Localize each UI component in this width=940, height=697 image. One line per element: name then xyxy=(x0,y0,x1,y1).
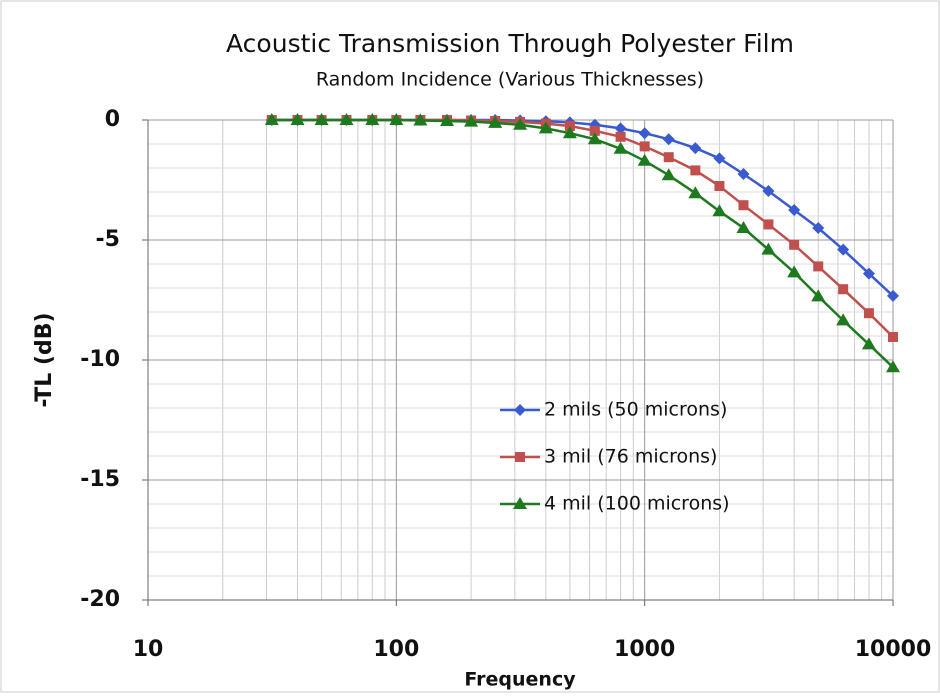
grid xyxy=(147,119,894,601)
marker xyxy=(314,113,329,125)
legend-marker xyxy=(513,497,527,509)
marker xyxy=(389,113,404,125)
marker xyxy=(761,242,776,255)
marker xyxy=(589,125,600,136)
marker xyxy=(736,221,751,233)
marker xyxy=(763,219,774,230)
marker xyxy=(513,117,528,130)
marker xyxy=(862,267,875,280)
marker xyxy=(538,121,553,134)
marker xyxy=(661,168,676,181)
marker xyxy=(639,141,650,152)
y-tick-label: -10 xyxy=(80,347,120,372)
marker xyxy=(614,122,627,135)
marker xyxy=(562,126,577,139)
y-axis-label: -TL (dB) xyxy=(32,312,57,407)
marker xyxy=(662,133,675,146)
x-axis-label: Frequency xyxy=(464,669,576,691)
marker xyxy=(714,181,725,191)
marker xyxy=(689,142,702,155)
marker xyxy=(837,243,850,256)
marker xyxy=(613,141,628,154)
marker xyxy=(440,113,455,126)
marker xyxy=(638,127,651,140)
marker xyxy=(811,289,826,302)
x-tick-label: 1000 xyxy=(614,637,675,662)
legend-label: 4 mil (100 microns) xyxy=(544,493,730,515)
marker xyxy=(690,165,701,176)
chart-subtitle: Random Incidence (Various Thicknesses) xyxy=(316,69,704,91)
legend-label: 3 mil (76 microns) xyxy=(544,446,717,468)
marker xyxy=(789,239,800,250)
marker xyxy=(615,131,626,142)
marker xyxy=(663,152,674,163)
marker xyxy=(587,132,602,145)
y-tick-label: -5 xyxy=(96,227,120,252)
marker xyxy=(290,113,305,125)
marker xyxy=(413,113,428,126)
marker xyxy=(339,113,354,125)
marker xyxy=(488,115,503,128)
marker xyxy=(813,261,824,272)
y-tick-label: 0 xyxy=(105,107,120,132)
marker xyxy=(861,337,876,350)
marker xyxy=(737,168,750,180)
legend-marker xyxy=(514,404,526,416)
marker xyxy=(738,200,749,211)
marker xyxy=(762,185,775,198)
marker xyxy=(812,222,825,234)
x-tick-label: 10000 xyxy=(855,637,932,662)
y-tick-label: -15 xyxy=(80,467,120,492)
legend-marker xyxy=(515,452,525,462)
marker xyxy=(464,114,479,127)
legend-label: 2 mils (50 microns) xyxy=(544,399,727,421)
marker xyxy=(887,289,899,302)
y-tick-label: -20 xyxy=(80,587,120,612)
marker xyxy=(836,313,851,326)
marker xyxy=(713,152,726,165)
chart-title: Acoustic Transmission Through Polyester … xyxy=(226,29,794,58)
marker xyxy=(787,265,802,278)
marker xyxy=(365,113,380,125)
marker xyxy=(886,360,900,373)
marker xyxy=(838,284,849,295)
x-tick-label: 10 xyxy=(133,637,164,662)
x-tick-label: 100 xyxy=(373,637,419,662)
marker xyxy=(688,186,703,199)
marker xyxy=(863,308,874,319)
marker xyxy=(888,331,898,342)
marker xyxy=(564,121,575,131)
marker xyxy=(264,113,279,125)
marker xyxy=(788,204,801,216)
marker xyxy=(712,204,727,217)
marker xyxy=(637,153,652,166)
